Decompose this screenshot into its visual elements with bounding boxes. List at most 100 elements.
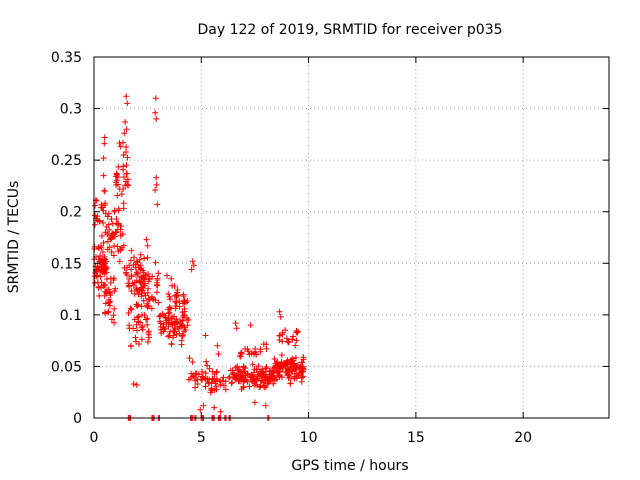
- data-point: [128, 306, 135, 313]
- data-point: [104, 213, 111, 220]
- data-point: [266, 367, 273, 374]
- data-point: [120, 151, 127, 158]
- data-point: [171, 321, 178, 328]
- data-point: [197, 406, 204, 413]
- data-point: [226, 374, 233, 381]
- data-point: [251, 366, 258, 373]
- data-point: [271, 355, 278, 362]
- data-point: [95, 245, 102, 252]
- data-point: [230, 371, 237, 378]
- data-point: [139, 267, 146, 274]
- data-point: [257, 383, 264, 390]
- data-point: [130, 254, 137, 261]
- data-point: [91, 280, 98, 287]
- data-point: [101, 282, 108, 289]
- data-point: [247, 322, 254, 329]
- y-tick-label: 0.1: [60, 308, 82, 324]
- data-point: [238, 386, 245, 393]
- data-point: [278, 359, 285, 366]
- data-point: [119, 231, 126, 238]
- data-point: [181, 324, 188, 331]
- data-point: [116, 258, 123, 265]
- data-point: [145, 285, 152, 292]
- data-point: [113, 220, 120, 227]
- data-point: [111, 319, 118, 326]
- data-point: [102, 310, 109, 317]
- data-point: [122, 148, 129, 155]
- data-point: [141, 255, 148, 262]
- data-point: [120, 200, 127, 207]
- data-point: [123, 93, 130, 100]
- data-points: [91, 93, 307, 421]
- data-point: [233, 325, 240, 332]
- data-point: [100, 155, 107, 162]
- data-point: [229, 367, 236, 374]
- data-point: [99, 249, 106, 256]
- y-tick-label: 0.3: [60, 102, 82, 118]
- data-point: [237, 378, 244, 385]
- data-point: [105, 221, 112, 228]
- data-point: [217, 408, 224, 415]
- data-point: [188, 266, 195, 273]
- data-point: [106, 226, 113, 233]
- data-point: [152, 187, 159, 194]
- data-point: [122, 118, 129, 125]
- data-point: [211, 387, 218, 394]
- data-point: [215, 351, 222, 358]
- data-point: [126, 262, 133, 269]
- data-point: [270, 380, 277, 387]
- data-point: [108, 215, 115, 222]
- data-point: [105, 299, 112, 306]
- data-point: [134, 288, 141, 295]
- data-point: [132, 334, 139, 341]
- data-point: [92, 202, 99, 209]
- data-point: [295, 371, 302, 378]
- data-point: [109, 231, 116, 238]
- data-point: [132, 264, 139, 271]
- data-point: [176, 330, 183, 337]
- data-point: [131, 290, 138, 297]
- data-point: [116, 186, 123, 193]
- data-point: [140, 297, 147, 304]
- data-point: [141, 290, 148, 297]
- data-point: [173, 293, 180, 300]
- data-point: [114, 174, 121, 181]
- data-point: [278, 351, 285, 358]
- data-point: [279, 338, 286, 345]
- data-point: [123, 170, 130, 177]
- data-point: [141, 312, 148, 319]
- grid: [94, 57, 609, 418]
- data-point: [137, 251, 144, 258]
- data-point: [287, 380, 294, 387]
- data-point: [232, 364, 239, 371]
- data-point: [179, 332, 186, 339]
- data-point: [289, 368, 296, 375]
- data-point: [184, 322, 191, 329]
- data-point: [128, 273, 135, 280]
- data-point: [228, 380, 235, 387]
- data-point: [166, 304, 173, 311]
- data-point: [208, 379, 215, 386]
- data-point: [234, 363, 241, 370]
- data-point: [168, 275, 175, 282]
- data-point: [205, 380, 212, 387]
- data-point: [128, 266, 135, 273]
- data-point: [285, 339, 292, 346]
- y-tick-label: 0.35: [51, 50, 82, 66]
- data-point: [262, 374, 269, 381]
- data-point: [144, 321, 151, 328]
- data-point: [97, 273, 104, 280]
- y-axis-label: SRMTID / TECUs: [6, 181, 22, 294]
- data-point: [292, 354, 299, 361]
- data-point: [165, 290, 172, 297]
- data-point: [202, 383, 209, 390]
- data-point: [280, 363, 287, 370]
- data-point: [101, 253, 108, 260]
- data-point: [128, 343, 135, 350]
- data-point: [146, 275, 153, 282]
- data-point: [300, 373, 307, 380]
- data-point: [113, 179, 120, 186]
- data-point: [149, 273, 156, 280]
- data-point: [250, 350, 257, 357]
- data-point: [128, 287, 135, 294]
